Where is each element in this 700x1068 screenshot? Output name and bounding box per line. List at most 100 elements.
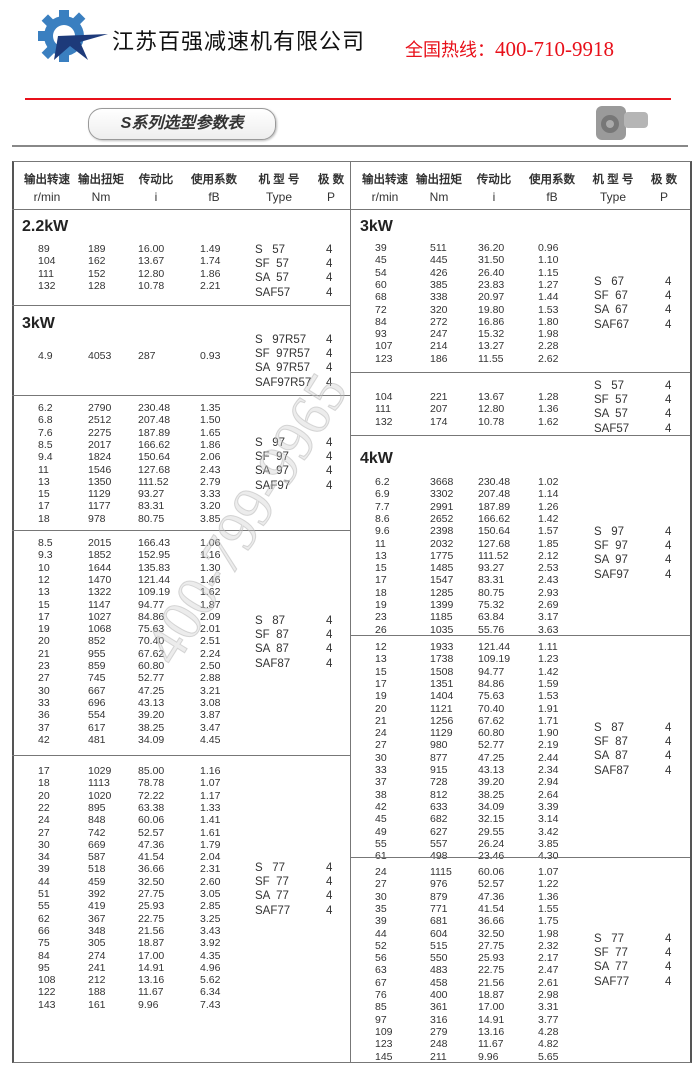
service-factor-cell: 1.33 (200, 801, 221, 814)
ratio-cell: 70.40 (478, 702, 505, 715)
service-factor-cell: 2.43 (538, 574, 559, 587)
type-cell: SF 57 (594, 394, 628, 407)
speed-cell: 27 (375, 878, 387, 891)
service-factor-cell: 3.85 (538, 837, 559, 850)
ratio-cell: 166.62 (138, 438, 171, 451)
speed-cell: 45 (375, 254, 387, 267)
speed-cell: 27 (38, 826, 50, 839)
speed-cell: 68 (375, 291, 387, 304)
speed-cell: 17 (375, 677, 387, 690)
type-cell: SAF57 (255, 286, 291, 299)
torque-cell: 400 (430, 989, 448, 1001)
ratio-cell: 187.89 (478, 500, 511, 513)
torque-cell: 976 (430, 878, 448, 891)
service-factor-cell: 1.23 (538, 653, 559, 666)
service-factor-cell: 3.33 (200, 488, 221, 501)
type-cell: SF 57 (255, 258, 289, 271)
column-header-cn: 输出转速 (362, 174, 408, 186)
speed-cell: 84 (38, 949, 50, 962)
selection-table (12, 161, 692, 1063)
speed-cell: 8.5 (38, 537, 53, 549)
ratio-cell: 150.64 (138, 451, 171, 464)
service-factor-cell: 1.53 (538, 690, 559, 703)
title-divider (12, 145, 688, 147)
torque-cell: 348 (88, 924, 106, 937)
torque-cell: 2017 (88, 438, 112, 451)
type-cell: SF 97R57 (255, 348, 310, 361)
speed-cell: 20 (38, 635, 50, 648)
torque-cell: 852 (88, 635, 106, 648)
torque-cell: 550 (430, 952, 448, 965)
ratio-cell: 78.78 (138, 777, 165, 790)
torque-cell: 1177 (88, 500, 111, 513)
speed-cell: 19 (375, 690, 387, 703)
ratio-cell: 75.63 (138, 623, 165, 636)
service-factor-cell: 1.98 (538, 927, 559, 940)
ratio-cell: 36.66 (138, 863, 165, 876)
speed-cell: 75 (38, 937, 50, 950)
ratio-cell: 17.00 (138, 949, 165, 962)
service-factor-cell: 1.46 (200, 573, 221, 586)
service-factor-cell: 3.77 (538, 1013, 559, 1026)
speed-cell: 13 (375, 549, 387, 562)
torque-cell: 2652 (430, 512, 454, 525)
speed-cell: 20 (375, 702, 387, 715)
torque-cell: 189 (88, 243, 106, 255)
poles-cell: 4 (326, 904, 333, 917)
service-factor-cell: 3.63 (538, 623, 559, 636)
ratio-cell: 19.80 (478, 303, 505, 316)
service-factor-cell: 3.47 (200, 721, 221, 734)
ratio-cell: 9.96 (478, 1050, 499, 1063)
torque-cell: 955 (88, 647, 106, 660)
ratio-cell: 26.40 (478, 266, 505, 279)
torque-cell: 812 (430, 788, 448, 801)
service-factor-cell: 2.64 (538, 788, 559, 801)
type-cell: S 97 (594, 526, 625, 538)
service-factor-cell: 1.11 (538, 641, 558, 653)
service-factor-cell: 1.65 (200, 426, 221, 439)
type-cell: S 87 (255, 615, 286, 627)
speed-cell: 15 (38, 488, 50, 501)
speed-cell: 85 (375, 1001, 387, 1014)
torque-cell: 385 (430, 278, 448, 291)
ratio-cell: 26.24 (478, 837, 505, 850)
ratio-cell: 39.20 (138, 709, 165, 722)
speed-cell: 63 (375, 964, 387, 977)
speed-cell: 6.9 (375, 488, 390, 501)
torque-cell: 247 (430, 328, 448, 341)
service-factor-cell: 3.20 (200, 500, 221, 513)
column-header-cn: 使用系数 (191, 174, 237, 186)
poles-cell: 4 (326, 876, 333, 889)
section-divider (12, 305, 350, 306)
speed-cell: 30 (375, 890, 387, 903)
speed-cell: 15 (38, 598, 50, 611)
type-cell: S 77 (255, 862, 286, 874)
torque-cell: 274 (88, 949, 106, 962)
speed-cell: 11 (38, 463, 49, 476)
speed-cell: 76 (375, 989, 387, 1001)
service-factor-cell: 2.93 (538, 586, 559, 599)
ratio-cell: 47.36 (478, 890, 505, 903)
torque-cell: 1147 (88, 598, 111, 611)
type-cell: SAF97 (255, 479, 291, 492)
service-factor-cell: 2.69 (538, 599, 559, 611)
type-cell: SA 87 (594, 750, 628, 763)
torque-cell: 1485 (430, 562, 454, 575)
ratio-cell: 72.22 (138, 789, 165, 802)
torque-cell: 2398 (430, 525, 454, 538)
ratio-cell: 9.96 (138, 998, 159, 1011)
torque-cell: 174 (430, 415, 448, 428)
ratio-cell: 109.19 (138, 586, 171, 599)
torque-cell: 667 (88, 684, 106, 697)
type-cell: SA 97R57 (255, 362, 310, 375)
speed-cell: 23 (38, 660, 50, 672)
ratio-cell: 84.86 (138, 610, 165, 623)
torque-cell: 557 (430, 837, 448, 850)
type-cell: SA 57 (594, 408, 628, 421)
service-factor-cell: 1.86 (200, 267, 221, 280)
poles-cell: 4 (665, 380, 672, 392)
type-cell: SAF97 (594, 568, 630, 581)
torque-cell: 1121 (430, 702, 453, 715)
speed-cell: 132 (375, 415, 393, 428)
torque-cell: 587 (88, 851, 106, 864)
